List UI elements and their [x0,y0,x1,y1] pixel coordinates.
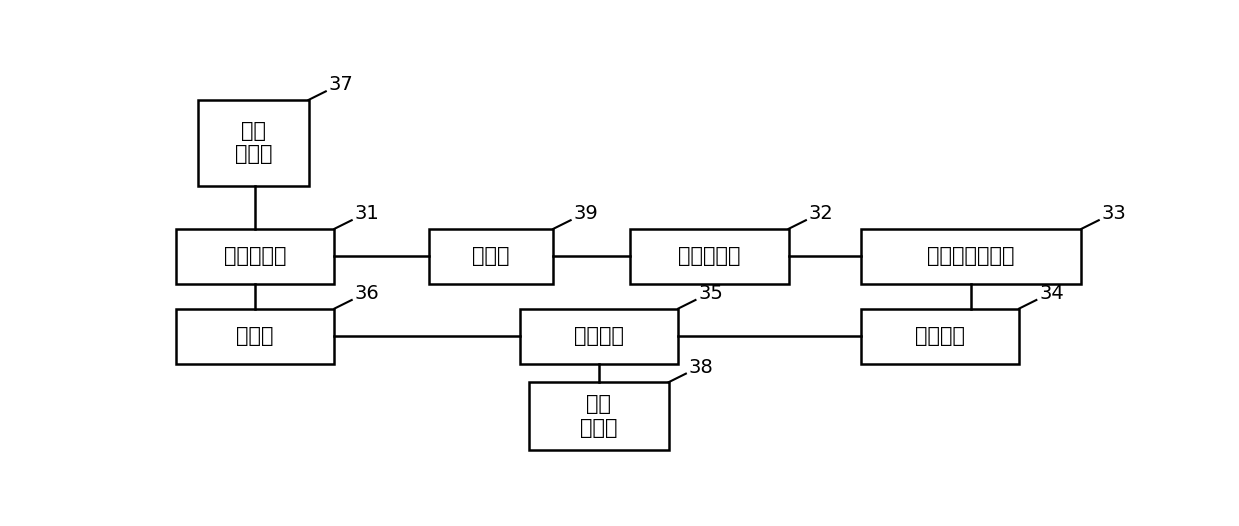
Text: 命令生成器: 命令生成器 [224,246,286,267]
Bar [861,309,1018,364]
Bar [429,229,554,284]
Text: 36: 36 [354,284,379,303]
Text: 传感模组: 传感模组 [914,326,965,346]
Bar [198,100,309,186]
Bar [631,229,788,284]
Text: 38: 38 [689,358,714,377]
Text: 比较器: 比较器 [237,326,274,346]
Text: 33: 33 [1101,204,1126,224]
Text: 滤波器: 滤波器 [472,246,509,267]
Text: 31: 31 [354,204,379,224]
Text: 39: 39 [574,204,598,224]
Text: 反馈单元: 反馈单元 [574,326,624,346]
Text: 线性谐振致动器: 线性谐振致动器 [927,246,1015,267]
Bar [176,229,335,284]
Text: 参数
存储器: 参数 存储器 [580,394,618,438]
Text: 34: 34 [1040,284,1064,303]
Text: 振动
效果库: 振动 效果库 [234,122,273,165]
Bar [176,309,335,364]
Bar [861,229,1082,284]
Bar [520,309,678,364]
Text: 35: 35 [699,284,724,303]
Text: 32: 32 [809,204,834,224]
Text: 触觉驱动器: 触觉驱动器 [678,246,741,267]
Text: 37: 37 [328,75,353,95]
Bar [529,382,669,450]
